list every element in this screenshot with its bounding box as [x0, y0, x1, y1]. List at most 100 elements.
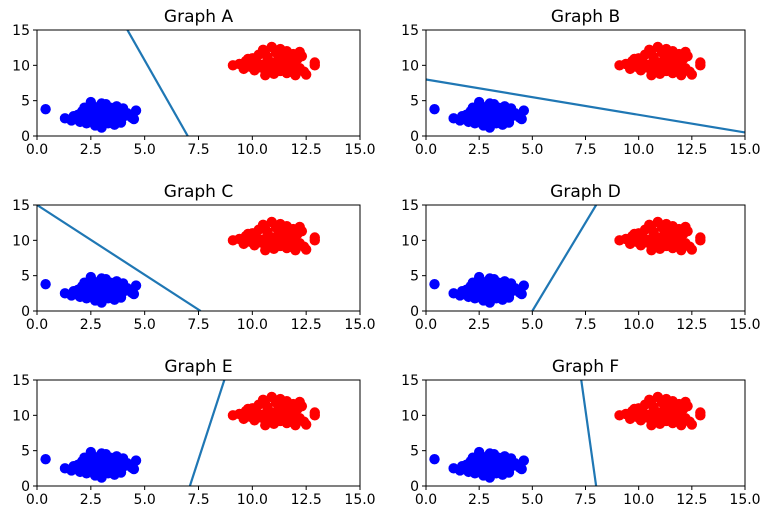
y-tick-label: 5 — [21, 444, 30, 460]
red-point — [695, 232, 706, 243]
blue-point — [516, 288, 527, 300]
red-point — [646, 48, 657, 60]
subplot-title: Graph E — [164, 357, 232, 377]
blue-point — [89, 454, 101, 466]
blue-point — [459, 463, 470, 475]
y-tick-label: 15 — [12, 198, 30, 214]
y-tick-label: 15 — [401, 23, 419, 39]
blue-point — [115, 117, 127, 128]
blue-point — [130, 455, 142, 466]
red-point — [260, 223, 271, 235]
y-tick-label: 10 — [12, 233, 30, 249]
red-point — [260, 398, 271, 410]
blue-point — [79, 277, 90, 288]
x-tick-label: 2.5 — [80, 142, 102, 158]
x-tick-label: 0.0 — [26, 142, 48, 158]
blue-point — [484, 98, 495, 109]
blue-point — [459, 113, 470, 125]
blue-point — [130, 280, 142, 291]
subplot-title: Graph D — [550, 182, 621, 202]
x-tick-label: 5.0 — [521, 317, 543, 333]
y-tick-label: 15 — [401, 198, 419, 214]
blue-point — [503, 467, 515, 478]
blue-point — [128, 463, 140, 475]
x-tick-label: 15.0 — [344, 142, 375, 158]
subplot-grid: Graph A0.0 2.5 5.0 7.5 10.0 12.5 15.0051015Gra… — [12, 7, 760, 508]
red-point — [680, 221, 691, 233]
subplot-title: Graph B — [551, 7, 620, 27]
subplot-f: Graph F 0.0 2.5 5.0 7.5 10.0 12.5 15.0 0 5 10 15 — [401, 357, 760, 508]
y-tick-label: 10 — [401, 58, 419, 74]
red-point — [300, 69, 312, 80]
red-point — [309, 232, 320, 243]
blue-point — [467, 452, 478, 463]
y-tick-label: 10 — [12, 408, 30, 424]
red-point — [279, 228, 290, 239]
plot-area — [426, 41, 745, 134]
x-tick-label: 7.5 — [187, 142, 209, 158]
red-point — [309, 407, 320, 418]
blue-point — [128, 288, 140, 300]
subplot-a: Graph A 0.0 2.5 5.0 7.5 10.0 12.5 15.0 0 5 10 15 — [12, 7, 375, 158]
y-tick-label: 10 — [12, 58, 30, 74]
blue-point — [79, 452, 90, 463]
blue-point — [70, 463, 81, 475]
red-point — [646, 398, 657, 410]
x-tick-label: 12.5 — [676, 317, 707, 333]
x-tick-label: 7.5 — [574, 492, 596, 508]
y-tick-label: 5 — [21, 269, 30, 285]
blue-point — [516, 113, 527, 125]
blue-point — [128, 113, 140, 125]
x-tick-label: 0.0 — [26, 317, 48, 333]
x-tick-label: 5.0 — [134, 317, 156, 333]
blue-point — [459, 288, 470, 300]
blue-point — [467, 102, 478, 113]
x-tick-label: 0.0 — [26, 492, 48, 508]
blue-point — [40, 278, 51, 290]
red-point — [309, 57, 320, 68]
x-tick-label: 10.0 — [237, 317, 268, 333]
y-tick-label: 0 — [410, 129, 419, 145]
y-tick-label: 0 — [21, 304, 30, 320]
blue-point — [40, 453, 51, 465]
x-tick-label: 0.0 — [415, 492, 437, 508]
x-tick-label: 2.5 — [468, 492, 490, 508]
x-tick-label: 15.0 — [344, 317, 375, 333]
blue-point — [503, 292, 515, 303]
red-point — [646, 223, 657, 235]
y-tick-label: 15 — [12, 373, 30, 389]
decision-boundary-line — [188, 380, 226, 486]
y-tick-label: 0 — [21, 129, 30, 145]
red-point — [629, 53, 640, 65]
blue-point — [115, 467, 127, 478]
red-point — [300, 244, 312, 255]
blue-point — [484, 273, 495, 284]
x-tick-label: 10.0 — [237, 142, 268, 158]
red-point — [680, 46, 691, 58]
blue-point — [130, 105, 142, 116]
red-point — [242, 53, 254, 65]
red-point — [294, 396, 305, 408]
x-tick-label: 0.0 — [415, 142, 437, 158]
decision-boundary-line — [426, 78, 745, 134]
x-tick-label: 2.5 — [468, 317, 490, 333]
plot-area — [429, 380, 706, 486]
subplot-title: Graph C — [164, 182, 233, 202]
y-tick-label: 0 — [21, 479, 30, 495]
y-tick-label: 5 — [410, 269, 419, 285]
red-point — [686, 69, 698, 80]
blue-point — [429, 453, 440, 465]
x-tick-label: 7.5 — [574, 317, 596, 333]
red-point — [294, 221, 305, 233]
decision-boundary-line — [580, 380, 598, 486]
x-tick-label: 10.0 — [623, 317, 654, 333]
plot-area — [429, 205, 706, 311]
x-tick-label: 10.0 — [623, 492, 654, 508]
y-tick-label: 0 — [410, 479, 419, 495]
x-tick-label: 15.0 — [729, 317, 760, 333]
x-tick-label: 5.0 — [134, 492, 156, 508]
blue-point — [89, 279, 101, 291]
plot-area — [37, 205, 320, 311]
subplot-c: Graph C 0.0 2.5 5.0 7.5 10.0 12.5 15.0 0 5 10 15 — [12, 182, 375, 333]
